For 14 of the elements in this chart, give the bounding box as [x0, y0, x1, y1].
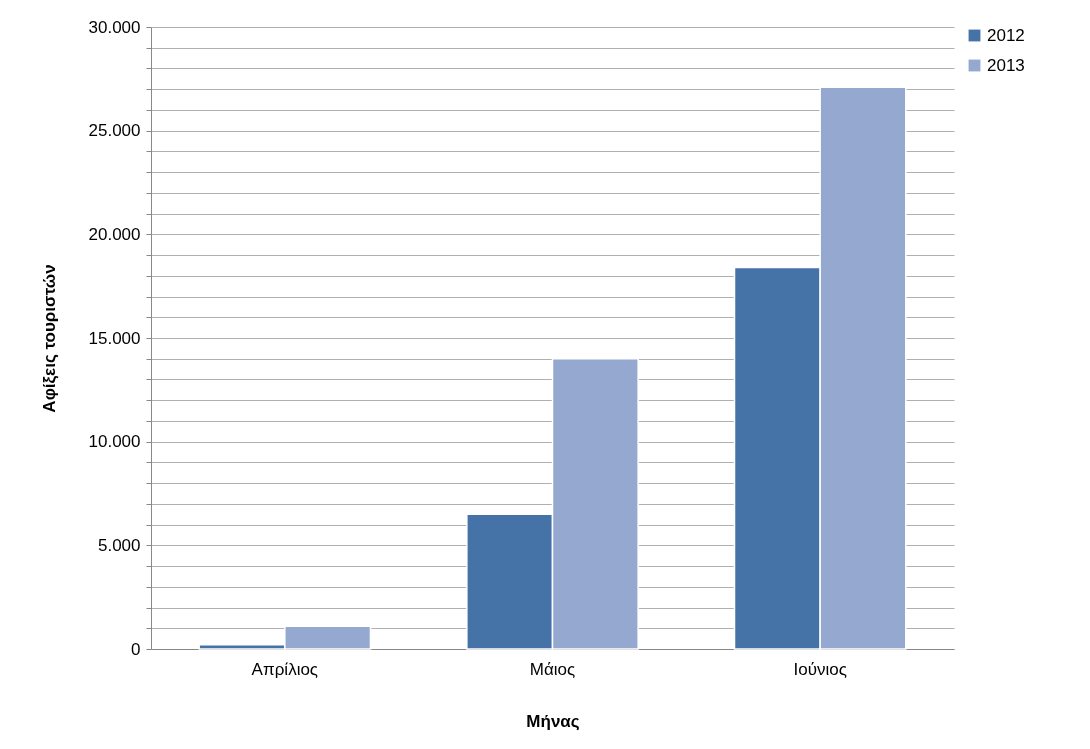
y-tick-label: 25.000	[88, 121, 141, 141]
y-tick-label: 5.000	[97, 535, 141, 555]
y-tick-label: 30.000	[88, 17, 141, 37]
y-tick-label: 15.000	[88, 328, 141, 348]
y-axis-title: Αφίξεις τουριστών	[39, 264, 59, 413]
legend-label: 2012	[987, 25, 1025, 45]
y-tick-label: 0	[131, 639, 141, 659]
y-tick-label: 20.000	[88, 224, 141, 244]
y-tick-label: 10.000	[88, 432, 141, 452]
x-axis-title: Μήνας	[526, 711, 580, 731]
legend-label: 2013	[987, 55, 1025, 75]
x-tick-label: Ιούνιος	[793, 659, 847, 679]
x-tick-label: Μάιος	[529, 659, 576, 679]
x-tick-label: Απρίλιος	[251, 659, 319, 679]
